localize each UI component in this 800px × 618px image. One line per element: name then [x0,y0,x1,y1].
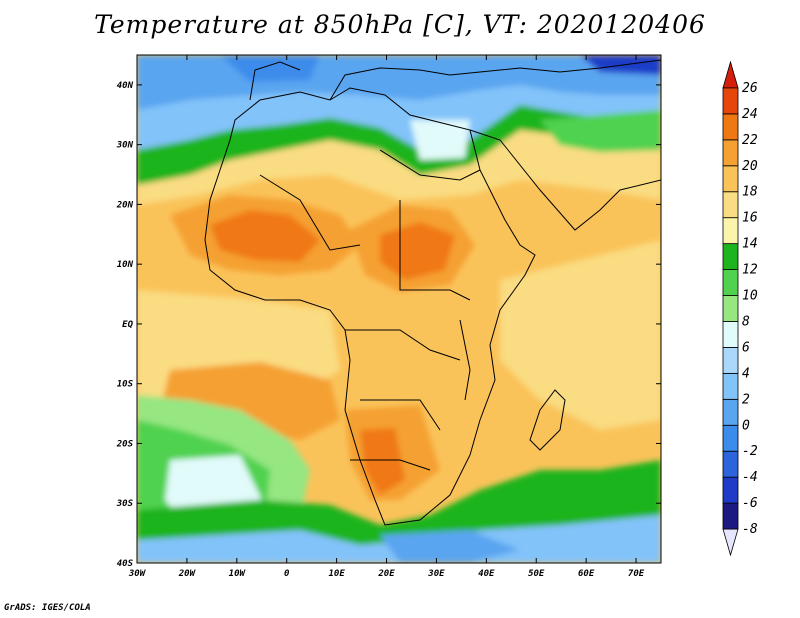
lon-tick-label: 40E [478,569,495,579]
colorbar-label: -6 [742,496,758,511]
colorbar-swatch [722,321,739,348]
colorbar-label: 24 [742,107,758,122]
colorbar-label: 22 [742,133,758,148]
colorbar-label: 16 [742,211,758,226]
colorbar-label: 0 [742,418,750,433]
colorbar-swatch [722,243,739,270]
colorbar-swatch [722,502,739,530]
lon-tick-label: 20E [377,569,395,579]
colorbar-label: 2 [742,392,750,407]
lon-tick-label: 10E [328,569,345,579]
temperature-field [137,55,661,563]
lat-tick-label: 40S [117,559,134,569]
colorbar-label: 6 [742,340,750,355]
colorbar-label: -4 [742,470,758,485]
lon-tick-label: 30E [427,569,445,579]
lon-tick-label: 0 [284,569,290,579]
lon-tick-label: 60E [578,569,595,579]
colorbar-swatch [722,424,739,452]
colorbar-label: 18 [742,185,758,200]
colorbar-swatch [722,139,739,167]
lat-tick-label: 30S [116,499,134,509]
lon-tick-label: 20W [178,569,197,579]
lon-tick-label: 70E [628,569,645,579]
colorbar-label: -2 [742,444,758,459]
colorbar-swatch [722,450,739,478]
lat-tick-label: EQ [122,320,133,330]
colorbar-swatch [722,476,739,504]
colorbar-swatch [722,372,739,400]
lat-tick-label: 10S [117,380,134,390]
colorbar-swatch [722,398,739,426]
colorbar-swatch [722,217,739,245]
lat-tick-label: 10N [117,260,134,270]
colorbar-swatch [722,165,739,193]
lat-tick-label: 20N [116,200,134,210]
colorbar-swatch [722,191,739,219]
colorbar-top-triangle [722,60,739,89]
colorbar-swatch [722,87,739,115]
colorbar-label: 12 [742,263,758,278]
colorbar-label: 14 [742,237,758,252]
credit-text: GrADS: IGES/COLA [4,603,91,613]
lon-tick-label: 30W [128,569,147,579]
lon-tick-label: 10W [229,569,247,579]
lon-tick-label: 50E [528,569,545,579]
chart-title: Temperature at 850hPa [C], VT: 202012040… [94,10,706,39]
map-frame [136,54,662,564]
colorbar-bottom-triangle [722,528,739,557]
longitude-ticks: 30W 20W 10W 0 10E 20E 30E 40E 50E 60E 70E [128,55,645,579]
colorbar-swatch [722,295,739,322]
colorbar-label: 8 [742,314,750,329]
lat-tick-label: 20S [116,439,134,449]
colorbar-swatch [722,347,739,374]
lat-tick-label: 40N [117,81,134,91]
colorbar-label: 26 [742,81,758,96]
colorbar-swatch [722,269,739,296]
colorbar-label: 10 [742,289,758,304]
colorbar-label: 20 [742,159,758,174]
latitude-ticks: 40N 30N 20N 10N EQ 10S 20S 30S 40S [116,81,661,569]
colorbar-label: 4 [742,366,750,381]
lat-tick-label: 30N [116,141,134,151]
coastline-outline [204,59,661,526]
colorbar-swatch [722,113,739,141]
colorbar-label: -8 [742,522,758,537]
